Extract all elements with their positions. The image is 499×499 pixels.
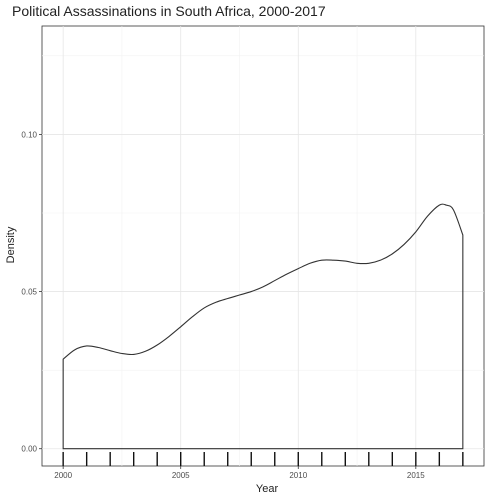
x-tick-label: 2000 [54,471,72,480]
rug-marks [62,452,464,466]
y-axis-title: Density [5,226,17,263]
x-tick-label: 2005 [172,471,190,480]
y-tick-label: 0.05 [21,288,37,297]
density-curve [62,203,464,450]
y-tick-label: 0.10 [21,130,37,139]
y-axis: 0.00 0.05 0.10 [21,130,42,454]
y-tick-label: 0.00 [21,445,37,454]
x-axis-title: Year [256,483,279,495]
plot-panel [41,25,485,467]
x-tick-label: 2010 [289,471,307,480]
x-axis: 2000 2005 2010 2015 [54,466,425,480]
chart-title: Political Assassinations in South Africa… [12,3,326,19]
x-tick-label: 2015 [407,471,425,480]
